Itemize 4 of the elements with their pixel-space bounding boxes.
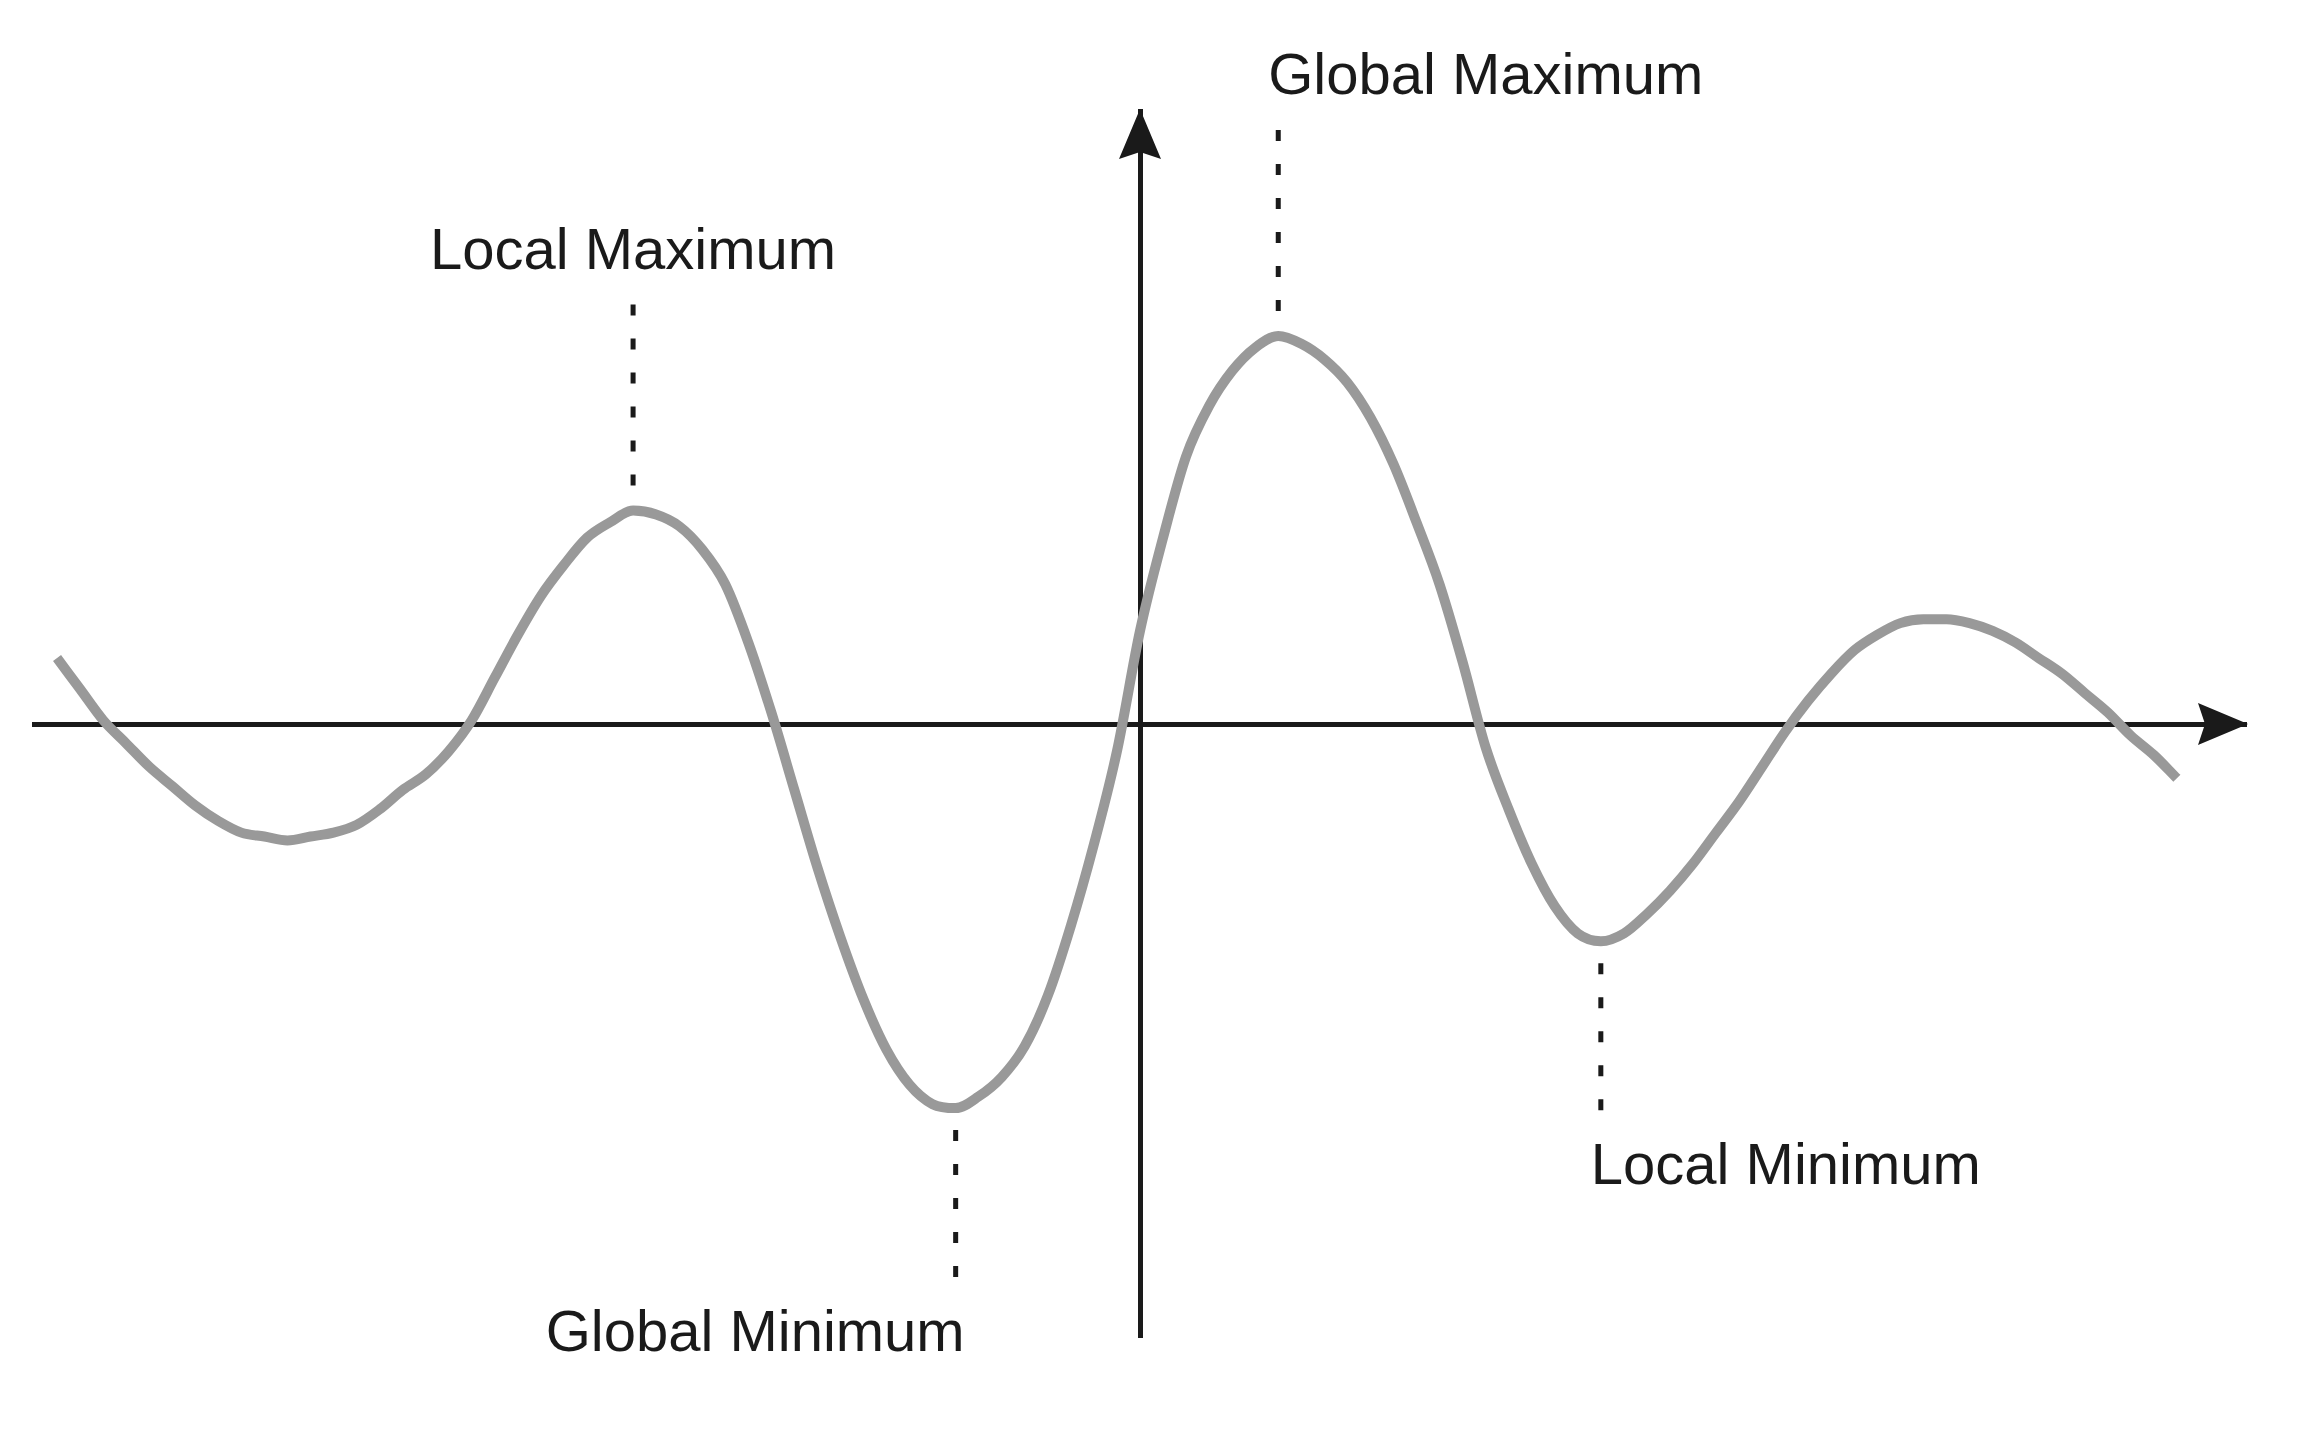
text: Global Minimum bbox=[545, 1298, 965, 1364]
text: Local Minimum bbox=[1590, 1131, 1981, 1197]
text: Local Maximum bbox=[430, 215, 837, 281]
text: Global Maximum bbox=[1268, 41, 1704, 107]
